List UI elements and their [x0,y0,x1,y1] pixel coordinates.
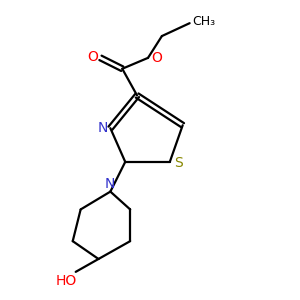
Text: O: O [87,50,98,64]
Text: S: S [174,156,183,170]
Text: HO: HO [55,274,76,288]
Text: CH₃: CH₃ [192,15,215,28]
Text: N: N [104,177,115,191]
Text: N: N [97,121,108,135]
Text: O: O [152,51,162,65]
